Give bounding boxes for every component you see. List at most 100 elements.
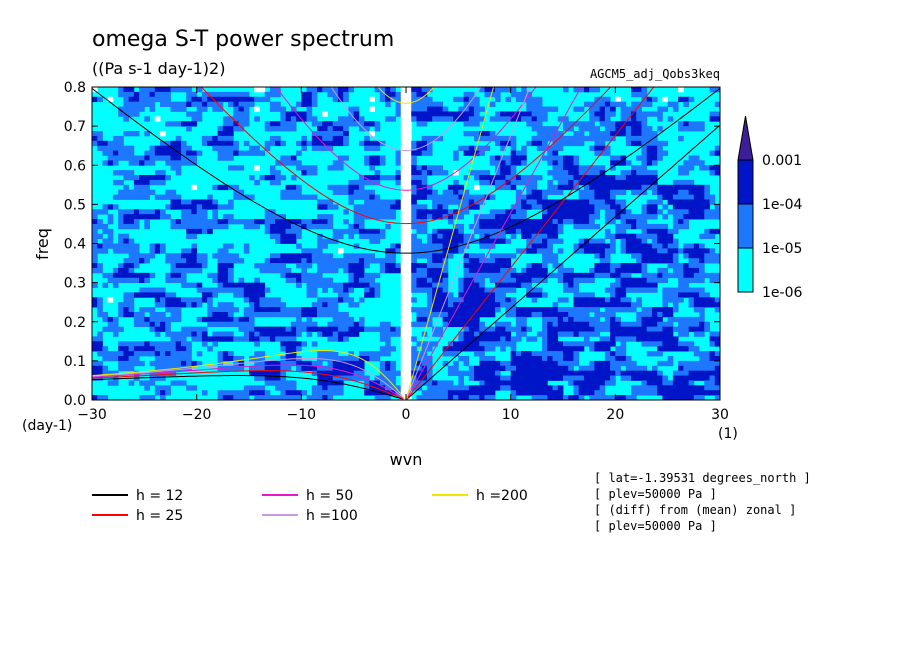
heatmap-cell <box>212 140 218 147</box>
heatmap-cell <box>479 336 485 342</box>
heatmap-cell <box>165 307 171 313</box>
heatmap-cell <box>416 311 423 318</box>
heatmap-cell <box>651 243 658 249</box>
heatmap-cell <box>610 267 616 274</box>
heatmap-cell <box>714 395 720 400</box>
heatmap-cell <box>620 155 627 161</box>
heatmap-cell <box>416 150 423 156</box>
heatmap-cell <box>296 228 302 235</box>
heatmap-cell <box>228 126 234 132</box>
heatmap-cell <box>688 214 695 220</box>
heatmap-cell <box>636 326 642 332</box>
heatmap-cell <box>515 355 522 362</box>
heatmap-cell <box>107 277 114 284</box>
heatmap-cell <box>128 131 135 137</box>
heatmap-cell <box>165 189 171 195</box>
heatmap-cell <box>489 238 496 244</box>
heatmap-cell <box>149 380 156 386</box>
heatmap-cell <box>620 189 627 195</box>
heatmap-cell <box>610 155 616 161</box>
heatmap-cell <box>191 233 198 240</box>
heatmap-cell <box>672 219 679 225</box>
heatmap-cell <box>714 277 720 284</box>
heatmap-cell <box>175 346 182 352</box>
heatmap-cell <box>573 131 580 137</box>
heatmap-cell <box>563 282 569 288</box>
heatmap-cell <box>296 116 302 122</box>
heatmap-cell <box>275 160 281 166</box>
heatmap-cell <box>542 135 548 142</box>
heatmap-cell <box>170 336 177 342</box>
heatmap-cell <box>432 165 438 171</box>
heatmap-cell <box>536 140 543 147</box>
heatmap-cell <box>290 346 297 352</box>
heatmap-cell <box>123 184 130 191</box>
heatmap-cell <box>165 292 171 298</box>
heatmap-cell <box>662 331 669 337</box>
heatmap-cell <box>343 121 349 127</box>
heatmap-cell <box>317 351 323 357</box>
heatmap-cell <box>238 150 245 156</box>
heatmap-cell <box>264 228 271 235</box>
heatmap-cell <box>327 135 334 142</box>
heatmap-cell <box>196 253 203 259</box>
heatmap-cell <box>191 326 198 332</box>
heatmap-cell <box>406 380 412 386</box>
heatmap-cell <box>620 263 627 269</box>
heatmap-cell <box>458 282 464 288</box>
heatmap-cell <box>620 204 627 210</box>
heatmap-cell <box>92 243 98 249</box>
heatmap-cell <box>170 263 177 269</box>
heatmap-cell <box>353 272 360 279</box>
heatmap-cell <box>107 243 114 249</box>
heatmap-cell <box>594 116 601 122</box>
heatmap-cell <box>599 238 606 244</box>
heatmap-cell <box>672 346 679 352</box>
heatmap-cell <box>285 238 292 244</box>
heatmap-cell <box>453 243 459 249</box>
heatmap-cell <box>259 326 266 332</box>
heatmap-cell <box>552 307 559 313</box>
heatmap-cell <box>107 238 114 244</box>
heatmap-cell <box>463 341 470 347</box>
heatmap-cell <box>154 243 161 249</box>
heatmap-cell <box>693 194 700 200</box>
heatmap-cell <box>118 194 124 200</box>
heatmap-cell <box>426 253 433 259</box>
heatmap-cell <box>693 272 700 279</box>
heatmap-cell <box>337 287 344 293</box>
heatmap-cell <box>594 321 601 328</box>
heatmap-cell <box>421 316 428 323</box>
heatmap-cell <box>505 341 512 347</box>
heatmap-cell <box>301 341 307 347</box>
heatmap-cell <box>322 87 328 93</box>
heatmap-cell <box>578 87 585 93</box>
heatmap-cell <box>212 307 218 313</box>
heatmap-cell <box>249 302 255 308</box>
heatmap-cell <box>667 233 674 240</box>
heatmap-cell <box>578 277 585 284</box>
heatmap-cell <box>264 336 271 342</box>
heatmap-cell <box>322 282 328 288</box>
heatmap-cell <box>212 287 218 293</box>
heatmap-cell <box>364 228 370 235</box>
heatmap-cell <box>217 258 224 264</box>
heatmap-cell <box>348 184 355 191</box>
heatmap-cell <box>625 175 632 181</box>
heatmap-cell <box>489 297 496 303</box>
heatmap-cell <box>699 194 705 200</box>
heatmap-cell <box>186 331 192 337</box>
heatmap-cell <box>672 272 679 279</box>
heatmap-cell <box>275 258 281 264</box>
heatmap-cell <box>505 326 512 332</box>
chart-units: ((Pa s-1 day-1)2) <box>92 59 225 78</box>
heatmap-cell <box>552 219 559 225</box>
heatmap-cell <box>175 267 182 274</box>
heatmap-cell <box>400 302 407 308</box>
heatmap-cell <box>678 390 684 396</box>
heatmap-cell <box>494 282 501 288</box>
heatmap-cell <box>494 209 501 215</box>
heatmap-cell <box>186 248 192 254</box>
heatmap-cell <box>144 175 150 181</box>
heatmap-cell <box>662 243 669 249</box>
